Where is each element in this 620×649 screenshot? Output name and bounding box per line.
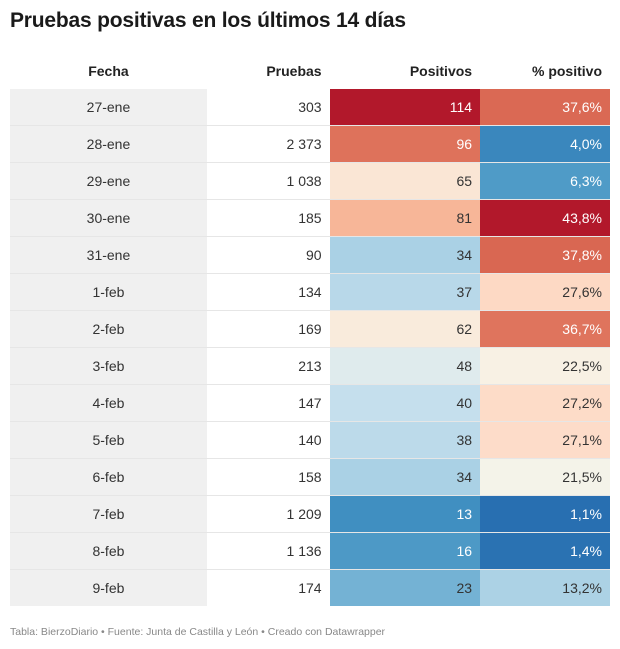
table-row: 7-feb 1 209 13 1,1% bbox=[10, 495, 610, 533]
table-row: 1-feb 134 37 27,6% bbox=[10, 273, 610, 311]
cell-porcentaje-positivo: 27,6% bbox=[480, 273, 610, 311]
cell-positivos: 16 bbox=[329, 532, 481, 570]
cell-pruebas: 140 bbox=[206, 421, 330, 459]
table-row: 4-feb 147 40 27,2% bbox=[10, 384, 610, 422]
cell-positivos: 114 bbox=[329, 89, 481, 126]
cell-fecha: 27-ene bbox=[10, 89, 207, 126]
table-row: 31-ene 90 34 37,8% bbox=[10, 236, 610, 274]
table-row: 30-ene 185 81 43,8% bbox=[10, 199, 610, 237]
table-row: 28-ene 2 373 96 4,0% bbox=[10, 125, 610, 163]
cell-porcentaje-positivo: 13,2% bbox=[480, 569, 610, 606]
table-row: 6-feb 158 34 21,5% bbox=[10, 458, 610, 496]
cell-positivos: 34 bbox=[329, 458, 481, 496]
cell-pruebas: 174 bbox=[298, 580, 322, 596]
cell-pruebas: 158 bbox=[206, 458, 330, 496]
cell-pruebas: 134 bbox=[206, 273, 330, 311]
cell-porcentaje-positivo: 22,5% bbox=[480, 347, 610, 385]
cell-fecha: 7-feb bbox=[10, 495, 207, 533]
data-table: Fecha Pruebas Positivos % positivo 27-en… bbox=[10, 52, 610, 606]
cell-porcentaje-positivo: 6,3% bbox=[480, 162, 610, 200]
column-header-fecha[interactable]: Fecha bbox=[88, 62, 129, 79]
cell-fecha: 3-feb bbox=[10, 347, 207, 385]
cell-fecha: 29-ene bbox=[10, 162, 207, 200]
cell-positivos: 23 bbox=[329, 569, 481, 606]
cell-positivos: 37 bbox=[329, 273, 481, 311]
cell-fecha: 1-feb bbox=[10, 273, 207, 311]
table-row: 27-ene 303 114 37,6% bbox=[10, 89, 610, 126]
footer-credits: Tabla: BierzoDiario • Fuente: Junta de C… bbox=[10, 626, 386, 638]
table-row: 2-feb 169 62 36,7% bbox=[10, 310, 610, 348]
cell-porcentaje-positivo: 21,5% bbox=[480, 458, 610, 496]
cell-porcentaje-positivo: 27,1% bbox=[480, 421, 610, 459]
table-row: 29-ene 1 038 65 6,3% bbox=[10, 162, 610, 200]
cell-positivos: 65 bbox=[329, 162, 481, 200]
cell-pruebas: 147 bbox=[206, 384, 330, 422]
cell-pruebas: 185 bbox=[206, 199, 330, 237]
cell-porcentaje-positivo: 1,4% bbox=[480, 532, 610, 570]
cell-positivos: 13 bbox=[329, 495, 481, 533]
table-row: 3-feb 213 48 22,5% bbox=[10, 347, 610, 385]
cell-fecha: 9-feb bbox=[10, 569, 207, 606]
cell-positivos: 81 bbox=[329, 199, 481, 237]
cell-porcentaje-positivo: 27,2% bbox=[480, 384, 610, 422]
cell-fecha: 31-ene bbox=[10, 236, 207, 274]
cell-porcentaje-positivo: 1,1% bbox=[480, 495, 610, 533]
cell-pruebas: 90 bbox=[206, 236, 330, 274]
cell-positivos: 48 bbox=[329, 347, 481, 385]
cell-pruebas: 1 038 bbox=[206, 162, 330, 200]
cell-porcentaje-positivo: 37,6% bbox=[480, 89, 610, 126]
cell-fecha: 2-feb bbox=[10, 310, 207, 348]
cell-positivos: 38 bbox=[329, 421, 481, 459]
cell-porcentaje-positivo: 43,8% bbox=[480, 199, 610, 237]
header-row: Fecha Pruebas Positivos % positivo bbox=[10, 52, 610, 89]
cell-fecha: 5-feb bbox=[10, 421, 207, 459]
cell-fecha: 6-feb bbox=[10, 458, 207, 496]
table-row: 9-feb 174 23 13,2% bbox=[10, 569, 610, 606]
cell-positivos: 40 bbox=[329, 384, 481, 422]
chart-title: Pruebas positivas en los últimos 14 días bbox=[10, 9, 406, 32]
cell-fecha: 8-feb bbox=[10, 532, 207, 570]
cell-positivos: 96 bbox=[329, 125, 481, 163]
cell-pruebas: 1 136 bbox=[206, 532, 330, 570]
cell-fecha: 28-ene bbox=[10, 125, 207, 163]
column-header-porcentaje-positivo[interactable]: % positivo bbox=[531, 62, 602, 79]
cell-pruebas: 169 bbox=[206, 310, 330, 348]
column-header-pruebas[interactable]: Pruebas bbox=[266, 62, 322, 79]
table-body: 27-ene 303 114 37,6% 28-ene 2 373 96 4,0% 29-ene… bbox=[10, 89, 610, 606]
cell-porcentaje-positivo: 37,8% bbox=[480, 236, 610, 274]
cell-positivos: 62 bbox=[329, 310, 481, 348]
cell-fecha: 4-feb bbox=[10, 384, 207, 422]
cell-positivos: 34 bbox=[329, 236, 481, 274]
column-header-positivos[interactable]: Positivos bbox=[409, 62, 473, 79]
cell-porcentaje-positivo: 4,0% bbox=[480, 125, 610, 163]
cell-fecha: 30-ene bbox=[10, 199, 207, 237]
table-row: 5-feb 140 38 27,1% bbox=[10, 421, 610, 459]
table-row: 8-feb 1 136 16 1,4% bbox=[10, 532, 610, 570]
cell-pruebas: 213 bbox=[206, 347, 330, 385]
cell-pruebas: 1 209 bbox=[206, 495, 330, 533]
cell-pruebas: 303 bbox=[206, 89, 330, 126]
cell-pruebas: 2 373 bbox=[206, 125, 330, 163]
cell-porcentaje-positivo: 36,7% bbox=[480, 310, 610, 348]
